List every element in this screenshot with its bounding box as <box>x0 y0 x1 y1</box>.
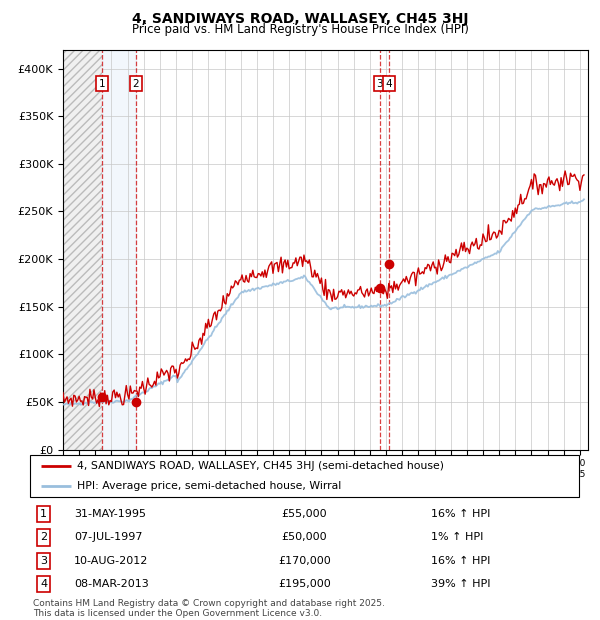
Text: 4, SANDIWAYS ROAD, WALLASEY, CH45 3HJ: 4, SANDIWAYS ROAD, WALLASEY, CH45 3HJ <box>132 12 468 27</box>
Text: 16% ↑ HPI: 16% ↑ HPI <box>431 556 490 565</box>
Text: Contains HM Land Registry data © Crown copyright and database right 2025.
This d: Contains HM Land Registry data © Crown c… <box>33 599 385 618</box>
Text: 10-AUG-2012: 10-AUG-2012 <box>74 556 148 565</box>
Text: 2: 2 <box>133 79 139 89</box>
Text: 16% ↑ HPI: 16% ↑ HPI <box>431 509 490 519</box>
Text: 3: 3 <box>376 79 383 89</box>
Text: 2: 2 <box>40 533 47 542</box>
Text: 4: 4 <box>40 579 47 589</box>
Text: HPI: Average price, semi-detached house, Wirral: HPI: Average price, semi-detached house,… <box>77 481 341 491</box>
Text: Price paid vs. HM Land Registry's House Price Index (HPI): Price paid vs. HM Land Registry's House … <box>131 23 469 36</box>
Text: 3: 3 <box>40 556 47 565</box>
Bar <box>102 50 136 450</box>
Text: £50,000: £50,000 <box>281 533 328 542</box>
Text: 4: 4 <box>386 79 392 89</box>
Text: 4, SANDIWAYS ROAD, WALLASEY, CH45 3HJ (semi-detached house): 4, SANDIWAYS ROAD, WALLASEY, CH45 3HJ (s… <box>77 461 443 471</box>
Text: 39% ↑ HPI: 39% ↑ HPI <box>431 579 490 589</box>
Bar <box>63 50 102 450</box>
Text: 1: 1 <box>98 79 105 89</box>
FancyBboxPatch shape <box>30 455 579 497</box>
Text: 31-MAY-1995: 31-MAY-1995 <box>74 509 146 519</box>
Text: £55,000: £55,000 <box>281 509 328 519</box>
Text: £195,000: £195,000 <box>278 579 331 589</box>
Text: 07-JUL-1997: 07-JUL-1997 <box>74 533 142 542</box>
Text: £170,000: £170,000 <box>278 556 331 565</box>
Text: 1: 1 <box>40 509 47 519</box>
Text: 1% ↑ HPI: 1% ↑ HPI <box>431 533 483 542</box>
Text: 08-MAR-2013: 08-MAR-2013 <box>74 579 149 589</box>
